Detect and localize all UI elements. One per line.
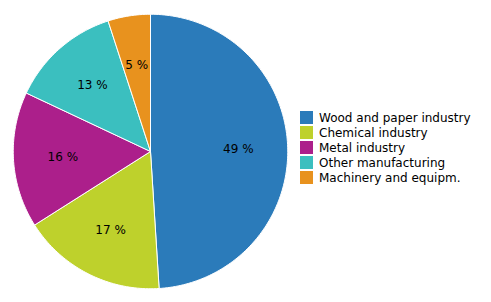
html-text:Machinery and equipm.: Machinery and equipm. [319,170,461,185]
svg-text:16 %: 16 % [48,150,79,164]
svg-text:13 %: 13 % [77,78,108,92]
svg-text:5 %: 5 % [125,58,148,72]
html-text:Chemical industry: Chemical industry [319,125,428,140]
html-text:Metal industry: Metal industry [319,140,406,155]
html-text:Other manufacturing: Other manufacturing [319,155,446,170]
svg-text:17 %: 17 % [95,223,126,237]
svg-text:49 %: 49 % [223,142,254,156]
html-text:Wood and paper industry: Wood and paper industry [319,110,471,125]
